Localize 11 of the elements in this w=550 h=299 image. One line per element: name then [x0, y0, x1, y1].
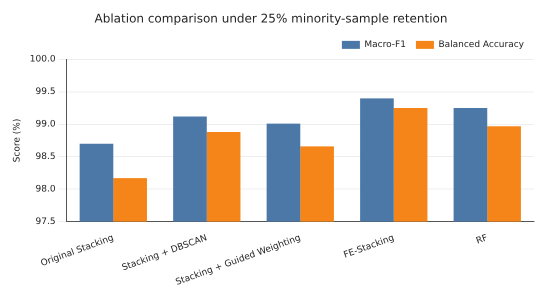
y-tick-label: 99.0 — [36, 120, 56, 130]
legend-label: Macro-F1 — [364, 40, 406, 50]
y-tick-label: 99.5 — [36, 87, 56, 98]
y-tick-label: 98.5 — [36, 152, 56, 162]
x-tick-label: RF — [474, 233, 490, 247]
y-tick-label: 97.5 — [36, 216, 56, 227]
chart-title: Ablation comparison under 25% minority-sample retention — [94, 11, 448, 26]
legend-label: Balanced Accuracy — [438, 40, 525, 50]
y-tick-label: 98.0 — [36, 184, 56, 194]
y-axis-title: Score (%) — [12, 118, 23, 162]
y-tick-label: 100.0 — [30, 54, 56, 65]
